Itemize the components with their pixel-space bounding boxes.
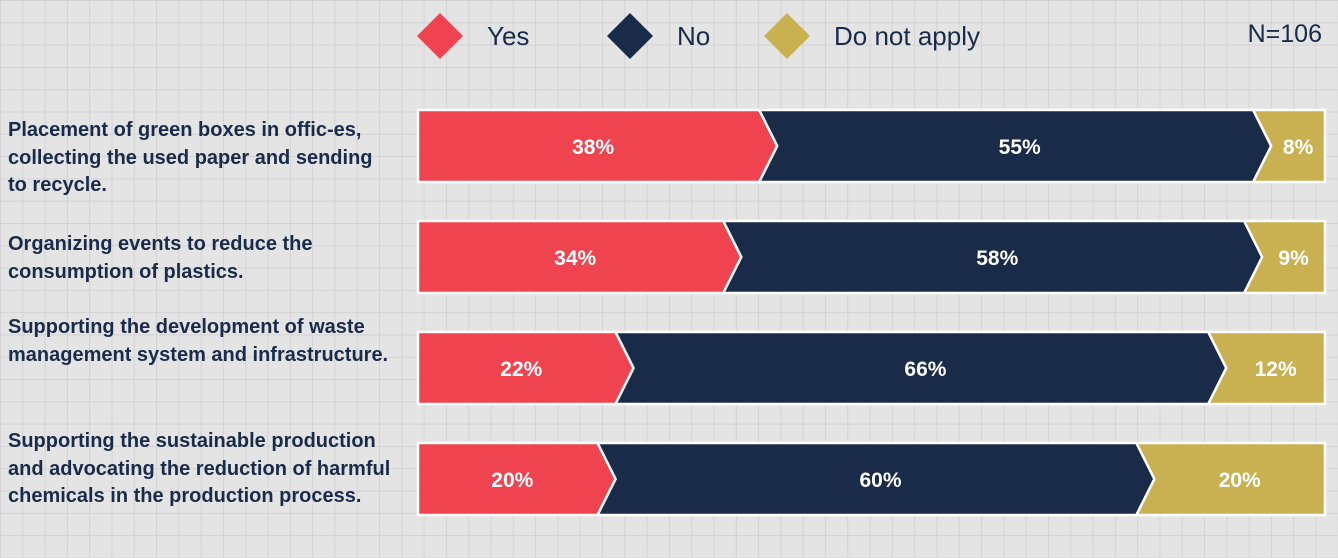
legend: Yes No Do not apply	[417, 13, 980, 59]
row-label-sustainable-production: Supporting the sustainable production an…	[8, 430, 391, 507]
data-label-do-not-apply-row-4: 20%	[1219, 469, 1261, 492]
data-label-do-not-apply-row-2: 9%	[1278, 247, 1309, 270]
data-label-yes-row-2: 34%	[554, 247, 596, 270]
bar-do-not-apply-row-1	[1251, 108, 1327, 184]
legend-marker-do-not-apply	[764, 13, 810, 59]
legend-label-yes: Yes	[487, 21, 529, 51]
data-label-yes-row-4: 20%	[491, 469, 533, 492]
data-label-no-row-1: 55%	[999, 136, 1041, 159]
bars: 38% 55% 8% 34% 58% 9% 22% 66% 12% 20% 60% 20%	[416, 108, 1327, 517]
data-label-no-row-3: 66%	[904, 358, 946, 381]
data-label-do-not-apply-row-3: 12%	[1255, 358, 1297, 381]
legend-label-no: No	[677, 21, 710, 51]
data-label-do-not-apply-row-1: 8%	[1283, 136, 1314, 159]
data-label-yes-row-1: 38%	[572, 136, 614, 159]
legend-marker-no	[607, 13, 653, 59]
legend-marker-yes	[417, 13, 463, 59]
row-label-plastics-events: Organizing events to reduce the consumpt…	[8, 233, 313, 283]
legend-label-do-not-apply: Do not apply	[834, 21, 980, 51]
row-label-waste-management: Supporting the development of waste mana…	[8, 316, 389, 366]
sample-size-note: N=106	[1248, 20, 1322, 48]
bar-do-not-apply-row-3	[1206, 330, 1327, 406]
row-label-green-boxes: Placement of green boxes in offic-es, co…	[8, 119, 373, 196]
data-label-no-row-2: 58%	[976, 247, 1018, 270]
bar-do-not-apply-row-2	[1242, 219, 1327, 295]
data-label-yes-row-3: 22%	[500, 358, 542, 381]
data-label-no-row-4: 60%	[859, 469, 901, 492]
bar-do-not-apply-row-4	[1134, 441, 1327, 517]
